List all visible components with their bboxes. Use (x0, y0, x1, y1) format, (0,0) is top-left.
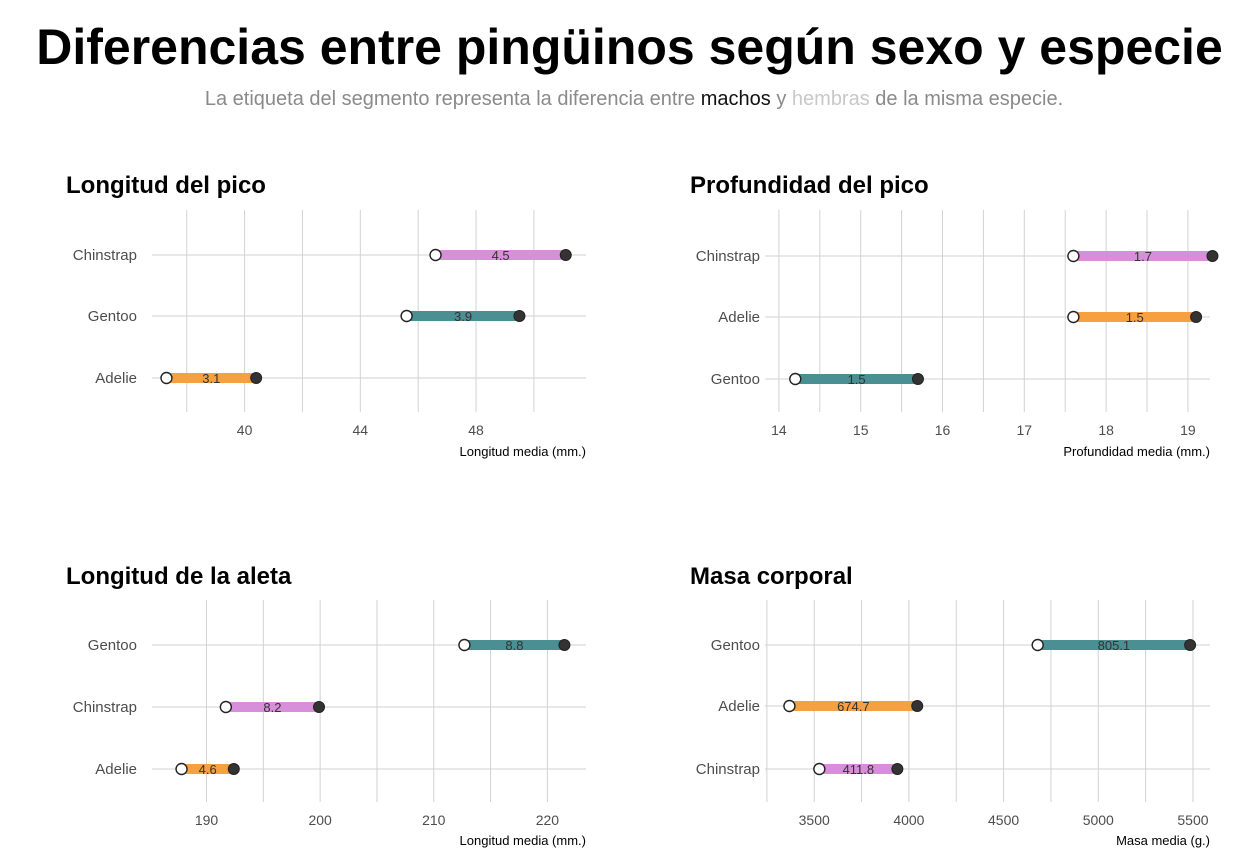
panel-title-masa-corporal: Masa corporal (690, 563, 853, 590)
x-tick-label: 18 (1098, 422, 1114, 438)
point-hembras-gentoo (789, 372, 802, 386)
x-tick-label: 220 (536, 812, 560, 828)
x-tick-label: 4000 (893, 812, 924, 828)
x-tick-label: 200 (308, 812, 332, 828)
category-label-adelie: Adelie (718, 309, 760, 326)
point-hembras-chinstrap (813, 762, 826, 776)
category-label-chinstrap: Chinstrap (73, 699, 137, 716)
difference-label-gentoo: 805.1 (1098, 638, 1131, 653)
difference-label-gentoo: 3.9 (454, 309, 472, 324)
difference-label-chinstrap: 1.7 (1134, 249, 1152, 264)
category-label-gentoo: Gentoo (711, 371, 760, 388)
panel-masa-corporal: 3500 4000 4500 5000 5500 Gentoo 805.1 Adelie 674… (696, 600, 1210, 848)
point-hembras-chinstrap (219, 700, 233, 714)
category-label-gentoo: Gentoo (711, 637, 760, 654)
difference-label-chinstrap: 8.2 (263, 700, 281, 715)
x-tick-label: 4500 (988, 812, 1019, 828)
x-tick-label: 48 (468, 422, 484, 438)
x-tick-label: 190 (195, 812, 219, 828)
point-machos-gentoo (558, 639, 571, 651)
difference-label-gentoo: 8.8 (505, 638, 523, 653)
panel-longitud-aleta: 190 200 210 220 Gentoo 8.8 Chinstrap 8.2 Adelie 4… (73, 600, 586, 848)
point-hembras-gentoo (1031, 638, 1044, 652)
x-tick-label: 3500 (799, 812, 830, 828)
point-machos-gentoo (1184, 639, 1197, 651)
x-tick-label: 14 (771, 422, 787, 438)
x-axis-title: Longitud media (mm.) (460, 444, 586, 459)
point-machos-chinstrap (891, 763, 904, 775)
category-label-adelie: Adelie (95, 370, 137, 387)
category-label-gentoo: Gentoo (88, 308, 137, 325)
difference-label-chinstrap: 411.8 (843, 762, 875, 777)
category-label-chinstrap: Chinstrap (696, 248, 760, 265)
chart-subtitle: La etiqueta del segmento representa la d… (0, 88, 1259, 111)
point-machos-chinstrap (313, 701, 326, 713)
x-tick-label: 5500 (1177, 812, 1208, 828)
panel-longitud-pico: 40 44 48 Chinstrap 4.5 Gentoo 3.9 Adelie 3.1 Long… (73, 210, 586, 459)
point-hembras-adelie (160, 371, 173, 385)
x-axis-title: Masa media (g.) (1116, 833, 1210, 848)
point-machos-gentoo (911, 373, 924, 385)
point-machos-adelie (227, 763, 240, 775)
difference-label-chinstrap: 4.5 (492, 248, 510, 263)
point-hembras-chinstrap (429, 248, 442, 262)
point-machos-chinstrap (559, 249, 572, 261)
x-tick-label: 17 (1017, 422, 1033, 438)
x-tick-label: 15 (853, 422, 869, 438)
x-tick-label: 5000 (1083, 812, 1114, 828)
panel-profundidad-pico: 14 15 16 17 18 19 Chinstrap 1.7 Adelie 1.5 Gentoo 1… (696, 210, 1219, 459)
point-machos-chinstrap (1206, 250, 1219, 262)
category-label-gentoo: Gentoo (88, 637, 137, 654)
panel-title-longitud-aleta: Longitud de la aleta (66, 563, 292, 590)
subtitle-machos: machos (700, 88, 771, 110)
point-hembras-adelie (1067, 310, 1080, 324)
difference-label-gentoo: 1.5 (848, 372, 866, 387)
chart-title: Diferencias entre pingüinos según sexo y… (36, 19, 1223, 75)
subtitle-hembras: hembras (791, 88, 870, 110)
category-label-adelie: Adelie (95, 761, 137, 778)
category-label-chinstrap: Chinstrap (73, 247, 137, 264)
difference-label-adelie: 4.6 (199, 762, 217, 777)
x-tick-label: 44 (353, 422, 369, 438)
difference-label-adelie: 674.7 (837, 699, 870, 714)
category-label-chinstrap: Chinstrap (696, 761, 760, 778)
subtitle-pre: La etiqueta del segmento representa la d… (204, 88, 701, 110)
category-label-adelie: Adelie (718, 698, 760, 715)
x-axis-title: Longitud media (mm.) (460, 833, 586, 848)
point-machos-adelie (250, 372, 263, 384)
x-tick-label: 210 (422, 812, 446, 828)
point-hembras-gentoo (400, 309, 413, 323)
point-hembras-adelie (783, 699, 796, 713)
point-machos-gentoo (513, 310, 526, 322)
panel-title-profundidad-pico: Profundidad del pico (690, 172, 929, 199)
subtitle-mid: y (770, 88, 792, 110)
point-machos-adelie (1190, 311, 1203, 323)
x-axis-title: Profundidad media (mm.) (1063, 444, 1210, 459)
point-hembras-chinstrap (1067, 249, 1080, 263)
difference-label-adelie: 1.5 (1126, 310, 1144, 325)
difference-label-adelie: 3.1 (202, 371, 220, 386)
point-hembras-gentoo (458, 638, 471, 652)
panel-title-longitud-pico: Longitud del pico (66, 172, 266, 199)
x-tick-label: 16 (935, 422, 951, 438)
x-tick-label: 40 (237, 422, 253, 438)
x-tick-label: 19 (1180, 422, 1196, 438)
point-machos-adelie (911, 700, 924, 712)
subtitle-post: de la misma especie. (869, 88, 1064, 110)
point-hembras-adelie (175, 762, 188, 776)
